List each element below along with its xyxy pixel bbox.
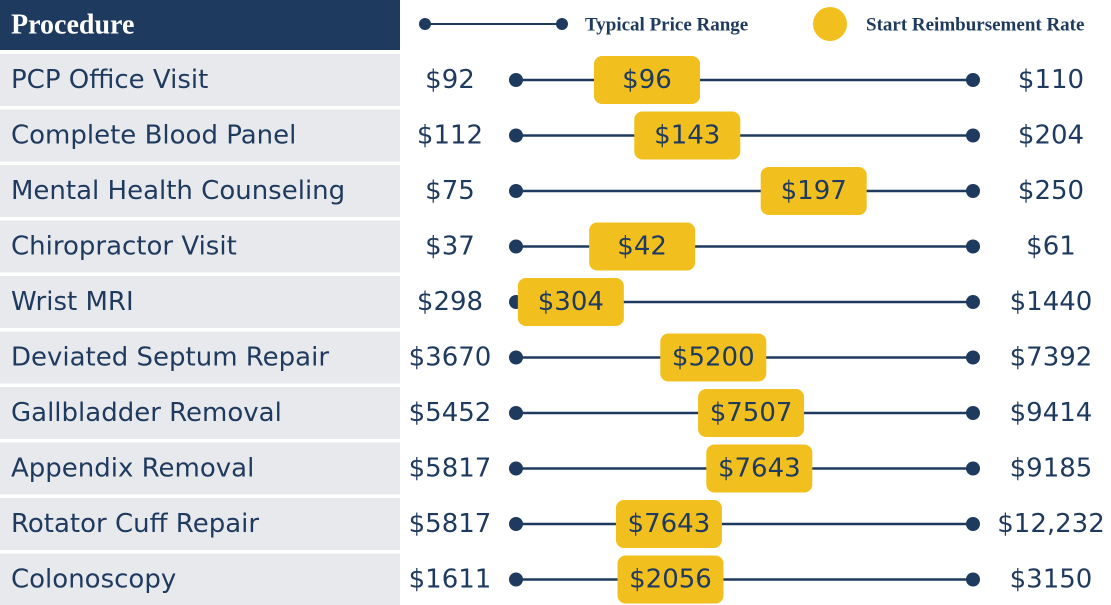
low-label: $3670 xyxy=(409,343,492,373)
rate-pill xyxy=(594,56,700,104)
row-bg xyxy=(0,220,400,273)
low-label: $298 xyxy=(417,287,483,317)
high-dot xyxy=(966,406,980,420)
row-bg xyxy=(0,331,400,384)
rate-label: $7507 xyxy=(710,398,793,428)
low-label: $37 xyxy=(425,232,475,262)
rate-label: $2056 xyxy=(629,565,712,595)
row-bg xyxy=(0,498,400,550)
category-label: Complete Blood Panel xyxy=(11,121,296,151)
legend-dot xyxy=(556,18,568,30)
low-dot xyxy=(509,239,523,254)
high-dot xyxy=(966,295,980,309)
row-bg xyxy=(0,276,400,328)
high-dot xyxy=(966,239,980,254)
category-label: Colonoscopy xyxy=(11,565,176,595)
low-dot xyxy=(509,517,523,531)
legend-dot xyxy=(419,18,431,30)
low-dot xyxy=(509,184,523,198)
low-dot xyxy=(509,350,523,365)
legend-range: Typical Price Range xyxy=(585,15,748,36)
low-dot xyxy=(509,73,523,87)
category-label: Appendix Removal xyxy=(11,454,254,484)
low-dot xyxy=(509,128,523,143)
high-dot xyxy=(966,350,980,365)
header: Procedure xyxy=(11,10,134,41)
high-dot xyxy=(966,73,980,87)
rate-pill xyxy=(634,111,741,160)
high-label: $7392 xyxy=(1010,343,1093,373)
row-bg xyxy=(0,165,400,217)
low-label: $92 xyxy=(425,65,475,95)
low-label: $1611 xyxy=(409,565,492,595)
low-label: $5452 xyxy=(409,398,492,428)
high-label: $12,232 xyxy=(997,509,1105,539)
rate-label: $7643 xyxy=(718,454,801,484)
rate-label: $304 xyxy=(538,287,604,317)
low-label: $112 xyxy=(417,121,483,151)
legend-rate: Start Reimbursement Rate xyxy=(866,15,1084,36)
category-label: Chiropractor Visit xyxy=(11,232,237,262)
high-label: $110 xyxy=(1018,65,1084,95)
rate-pill xyxy=(517,278,624,326)
high-dot xyxy=(966,572,980,587)
high-dot xyxy=(966,128,980,143)
rate-pill xyxy=(617,555,724,604)
row-bg xyxy=(0,387,400,439)
category-label: Rotator Cuff Repair xyxy=(11,509,259,539)
low-label: $5817 xyxy=(409,509,492,539)
rate-label: $7643 xyxy=(628,509,711,539)
row-bg xyxy=(0,442,400,495)
rate-pill xyxy=(660,333,767,382)
high-dot xyxy=(966,461,980,476)
category-label: Mental Health Counseling xyxy=(11,176,345,206)
row-bg xyxy=(0,54,400,106)
high-label: $204 xyxy=(1018,121,1084,151)
high-label: $250 xyxy=(1018,176,1084,206)
high-label: $9185 xyxy=(1010,454,1093,484)
rate-pill xyxy=(760,167,867,215)
category-label: PCP Office Visit xyxy=(11,65,208,95)
header-bg xyxy=(0,0,400,50)
rate-label: $96 xyxy=(622,65,672,95)
high-label: $1440 xyxy=(1010,287,1093,317)
category-label: Wrist MRI xyxy=(11,287,134,317)
category-label: Deviated Septum Repair xyxy=(11,343,329,373)
rate-pill xyxy=(615,500,722,548)
high-dot xyxy=(966,184,980,198)
low-dot xyxy=(509,461,523,476)
rate-label: $5200 xyxy=(672,343,755,373)
low-label: $5817 xyxy=(409,454,492,484)
high-dot xyxy=(966,517,980,531)
rate-label: $197 xyxy=(781,176,847,206)
rate-pill xyxy=(698,389,805,437)
rate-pill xyxy=(589,222,696,271)
rate-pill xyxy=(706,444,813,493)
high-label: $61 xyxy=(1026,232,1076,262)
rate-label: $42 xyxy=(617,232,667,262)
row-bg xyxy=(0,109,400,162)
high-label: $3150 xyxy=(1010,565,1093,595)
row-bg xyxy=(0,553,400,605)
low-label: $75 xyxy=(425,176,475,206)
low-dot xyxy=(509,572,523,587)
high-label: $9414 xyxy=(1010,398,1093,428)
category-label: Gallbladder Removal xyxy=(11,398,282,428)
legend-rate-dot xyxy=(813,7,847,41)
rate-label: $143 xyxy=(654,121,720,151)
low-dot xyxy=(509,406,523,420)
